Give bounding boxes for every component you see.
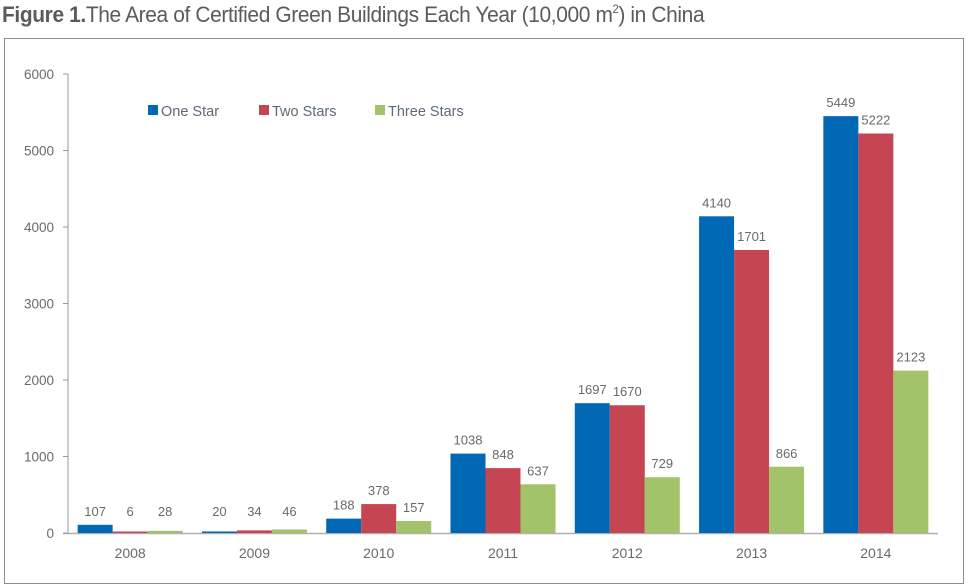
- bar-three-stars: [893, 370, 929, 533]
- y-tick-label: 3000: [24, 297, 54, 312]
- bar-two-stars: [609, 405, 645, 533]
- data-label: 107: [84, 504, 106, 519]
- y-tick-label: 6000: [24, 67, 54, 82]
- x-tick-label: 2013: [736, 545, 767, 561]
- data-label: 1670: [613, 384, 642, 399]
- data-label: 1697: [578, 382, 607, 397]
- bar-two-stars: [858, 133, 894, 533]
- bar-three-stars: [271, 529, 307, 533]
- legend-label: One Star: [161, 104, 219, 120]
- y-tick-label: 5000: [24, 144, 54, 159]
- bar-three-stars: [396, 520, 432, 533]
- data-label: 729: [651, 456, 673, 471]
- bar-one-star: [201, 531, 237, 533]
- legend-swatch-two-stars: [259, 105, 269, 115]
- data-label: 188: [333, 498, 355, 513]
- legend-label: Two Stars: [272, 104, 336, 120]
- x-tick-label: 2009: [239, 545, 270, 561]
- bar-one-star: [574, 403, 610, 533]
- legend-label: Three Stars: [388, 104, 464, 120]
- bar-one-star: [823, 116, 859, 534]
- data-label: 5449: [826, 95, 855, 110]
- figure-label: Figure 1.: [2, 2, 86, 27]
- y-tick-label: 1000: [24, 450, 54, 465]
- data-label: 1701: [737, 229, 766, 244]
- data-label: 2123: [896, 350, 925, 365]
- bar-one-star: [699, 216, 735, 534]
- bar-two-stars: [236, 530, 272, 533]
- data-label: 378: [368, 483, 390, 498]
- legend-swatch-three-stars: [375, 105, 385, 115]
- data-labels: 107 6 28 20 34 46 188 378 157 1038 848 637 1697 1670 7…: [84, 95, 925, 519]
- data-label: 637: [527, 463, 549, 478]
- bar-two-stars: [112, 531, 148, 533]
- bar-three-stars: [147, 530, 183, 533]
- data-label: 157: [403, 500, 425, 515]
- data-label: 1038: [454, 433, 483, 448]
- data-label: 20: [212, 504, 226, 519]
- legend-swatch-one-star: [148, 105, 158, 115]
- x-tick-label: 2011: [488, 545, 518, 561]
- figure-title-superscript: 2: [612, 2, 619, 16]
- figure-title: Figure 1.The Area of Certified Green Bui…: [2, 2, 705, 28]
- data-label: 848: [492, 447, 514, 462]
- bar-one-star: [77, 524, 113, 533]
- bar-two-stars: [361, 504, 397, 533]
- x-tick-label: 2008: [115, 545, 146, 561]
- data-label: 28: [158, 504, 172, 519]
- figure-title-end: ) in China: [618, 2, 705, 27]
- bar-three-stars: [769, 466, 805, 533]
- bar-one-star: [326, 518, 362, 533]
- bar-three-stars: [644, 477, 680, 533]
- figure-title-text: The Area of Certified Green Buildings Ea…: [85, 2, 613, 27]
- data-label: 6: [127, 504, 134, 519]
- chart-frame: [4, 38, 964, 584]
- bars: [77, 116, 929, 534]
- y-tick-label: 4000: [24, 220, 54, 235]
- bar-three-stars: [520, 484, 556, 533]
- data-label: 866: [776, 446, 798, 461]
- data-label: 5222: [861, 113, 890, 128]
- y-tick-label: 2000: [24, 373, 54, 388]
- bar-two-stars: [734, 249, 770, 533]
- bar-two-stars: [485, 468, 521, 533]
- x-tick-label: 2014: [860, 545, 891, 561]
- x-tick-label: 2010: [363, 545, 394, 561]
- legend: One Star Two Stars Three Stars: [148, 104, 464, 120]
- y-tick-label: 0: [46, 526, 54, 541]
- bar-one-star: [450, 453, 486, 533]
- data-label: 34: [247, 504, 261, 519]
- data-label: 4140: [702, 195, 731, 210]
- data-label: 46: [282, 504, 296, 519]
- x-tick-label: 2012: [612, 545, 643, 561]
